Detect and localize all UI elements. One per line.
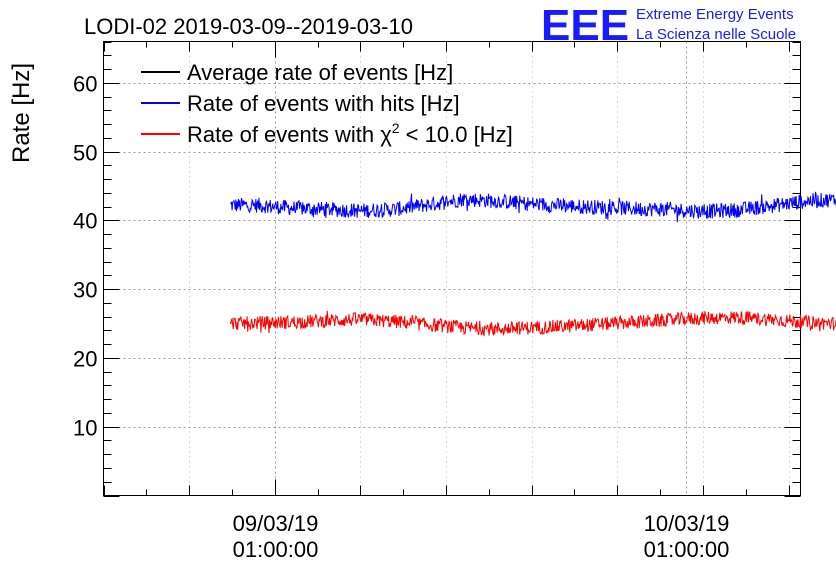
- x-tick-label-time: 01:00:00: [233, 537, 319, 562]
- legend-label-text: Rate of events with hits [Hz]: [187, 91, 460, 116]
- logo-line-1: Extreme Energy Events: [636, 6, 794, 23]
- plot-frame: [103, 41, 801, 496]
- eee-logo: EEE Extreme Energy Events La Scienza nel…: [541, 1, 796, 50]
- y-axis-label: Rate [Hz]: [8, 63, 35, 163]
- logo-line-2: La Scienza nelle Scuole: [636, 26, 796, 43]
- x-tick-label-time: 01:00:00: [644, 537, 730, 562]
- legend: Average rate of events [Hz] Rate of event…: [141, 60, 513, 147]
- y-tick-label: 20: [73, 347, 97, 372]
- y-tick-label: 50: [73, 141, 97, 166]
- legend-label: Rate of events with χ2 < 10.0 [Hz]: [187, 120, 513, 147]
- grid: [103, 41, 801, 496]
- eee-logo-mark: EEE: [541, 1, 629, 50]
- y-tick-labels: 10 20 30 40 50 60: [73, 72, 97, 441]
- series-line-hits: [229, 191, 836, 223]
- x-tick-label-date: 09/03/19: [233, 511, 319, 536]
- axis-ticks: [103, 41, 801, 497]
- y-tick-label: 40: [73, 209, 97, 234]
- chart-title: LODI-02 2019-03-09--2019-03-10: [84, 14, 413, 39]
- legend-label: Average rate of events [Hz]: [187, 60, 453, 85]
- legend-label: Rate of events with hits [Hz]: [187, 91, 460, 116]
- legend-label-text: Average rate of events [Hz]: [187, 60, 453, 85]
- legend-label-text: Rate of events with χ: [187, 122, 392, 147]
- series-line-chi2: [229, 310, 836, 337]
- y-tick-label: 60: [73, 72, 97, 97]
- series-group: [229, 191, 836, 337]
- legend-label-suffix: < 10.0 [Hz]: [400, 122, 513, 147]
- x-tick-label-date: 10/03/19: [644, 511, 730, 536]
- y-tick-label: 10: [73, 416, 97, 441]
- y-tick-label: 30: [73, 278, 97, 303]
- legend-label-sup: 2: [392, 120, 400, 136]
